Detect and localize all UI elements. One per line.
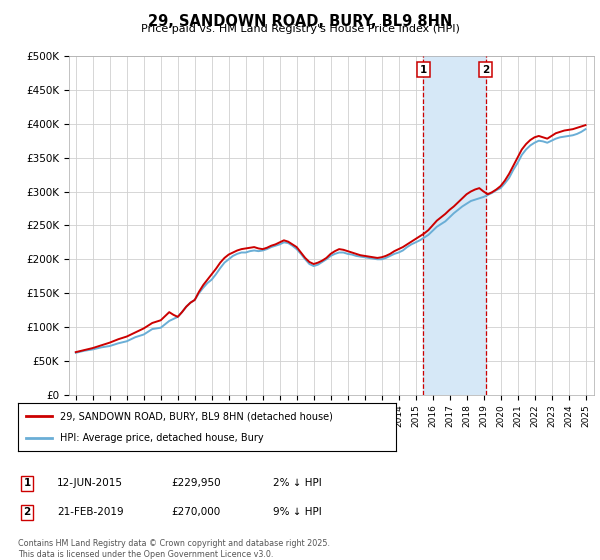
Text: HPI: Average price, detached house, Bury: HPI: Average price, detached house, Bury: [59, 433, 263, 443]
Text: 21-FEB-2019: 21-FEB-2019: [57, 507, 124, 517]
Text: Price paid vs. HM Land Registry's House Price Index (HPI): Price paid vs. HM Land Registry's House …: [140, 24, 460, 34]
Text: 2: 2: [482, 64, 489, 74]
Text: 1: 1: [419, 64, 427, 74]
Text: 9% ↓ HPI: 9% ↓ HPI: [273, 507, 322, 517]
Text: 2: 2: [23, 507, 31, 517]
Text: 29, SANDOWN ROAD, BURY, BL9 8HN (detached house): 29, SANDOWN ROAD, BURY, BL9 8HN (detache…: [59, 411, 332, 421]
Text: £270,000: £270,000: [171, 507, 220, 517]
Text: 29, SANDOWN ROAD, BURY, BL9 8HN: 29, SANDOWN ROAD, BURY, BL9 8HN: [148, 14, 452, 29]
Text: Contains HM Land Registry data © Crown copyright and database right 2025.
This d: Contains HM Land Registry data © Crown c…: [18, 539, 330, 559]
Text: 1: 1: [23, 478, 31, 488]
Bar: [423, 56, 485, 395]
Text: 12-JUN-2015: 12-JUN-2015: [57, 478, 123, 488]
Text: £229,950: £229,950: [171, 478, 221, 488]
Text: 2% ↓ HPI: 2% ↓ HPI: [273, 478, 322, 488]
